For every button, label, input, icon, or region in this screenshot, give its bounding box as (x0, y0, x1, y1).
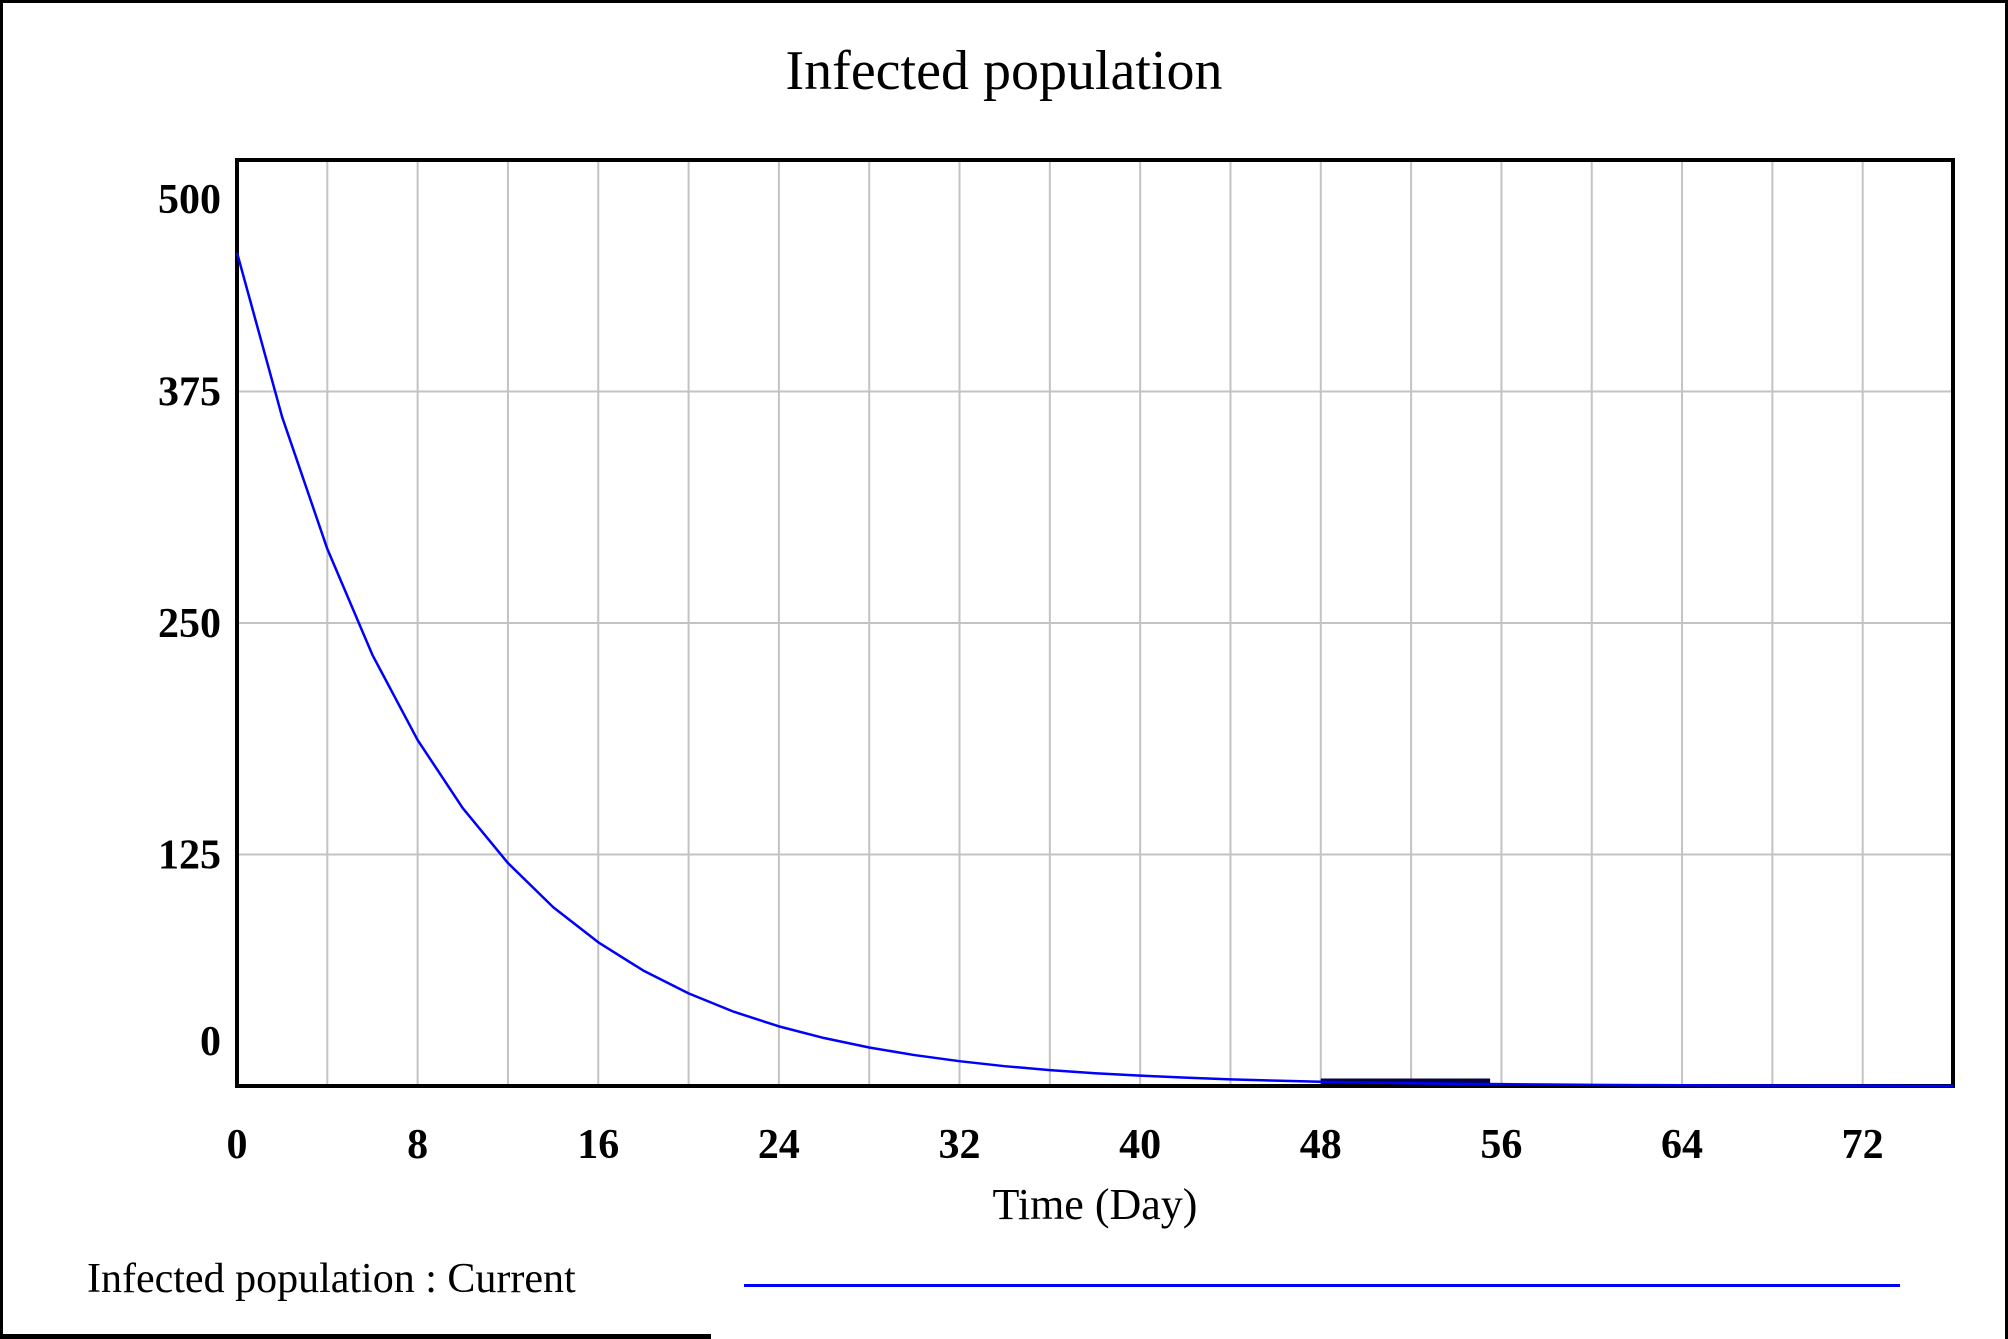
x-tick-label: 72 (1842, 1122, 1884, 1168)
plot-area: 0 125 250 375 500 0 8 16 24 32 40 48 56 64 72 (158, 158, 1955, 1168)
y-tick-label: 500 (158, 177, 221, 223)
legend-line-sample (744, 1284, 1900, 1287)
series-line (235, 252, 1953, 1088)
x-tick-label: 8 (407, 1122, 428, 1168)
x-tick-label: 0 (227, 1122, 248, 1168)
x-tick-label: 56 (1480, 1122, 1522, 1168)
x-tick-label: 32 (939, 1122, 981, 1168)
plot-frame (235, 158, 1955, 1088)
x-axis-title: Time (Day) (992, 1180, 1198, 1229)
x-tick-label: 24 (758, 1122, 800, 1168)
y-tick-label: 375 (158, 370, 221, 416)
legend-label: Infected population : Current (87, 1256, 576, 1302)
y-tick-label: 125 (158, 833, 221, 879)
x-tick-label: 48 (1300, 1122, 1342, 1168)
x-tick-label: 64 (1661, 1122, 1703, 1168)
chart-title: Infected population (785, 40, 1223, 102)
partial-bottom-border (3, 1334, 711, 1339)
x-tick-label: 16 (577, 1122, 619, 1168)
x-tick-label: 40 (1119, 1122, 1161, 1168)
y-tick-label: 0 (200, 1019, 221, 1065)
y-tick-label: 250 (158, 601, 221, 647)
